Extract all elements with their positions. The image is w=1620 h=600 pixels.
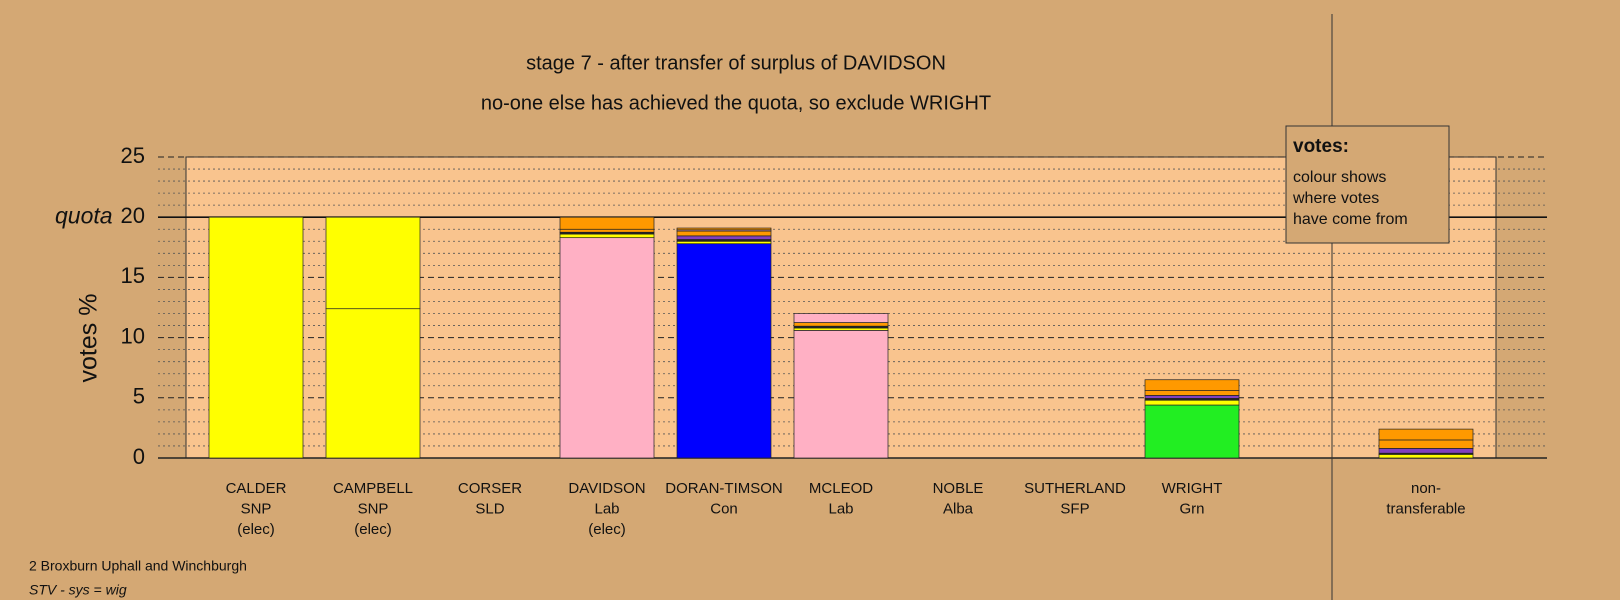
bar-segment xyxy=(676,230,772,237)
bar-segment xyxy=(325,216,421,310)
bar-segment xyxy=(676,227,772,231)
bar-segment xyxy=(208,216,304,459)
x-tick-label: CALDER xyxy=(226,480,287,497)
legend-box: votes: colour shows where votes have com… xyxy=(1285,125,1450,244)
footer-text: STV - sys = wig xyxy=(29,582,127,598)
bar-segment xyxy=(676,240,772,245)
x-tick-label: non- xyxy=(1411,480,1441,497)
x-tick-label: transferable xyxy=(1386,500,1465,517)
quota-label: quota xyxy=(55,202,113,228)
bar-segment xyxy=(676,235,772,240)
bar-segment xyxy=(1144,395,1240,399)
x-tick-label: NOBLE xyxy=(933,480,984,497)
x-tick-label: SFP xyxy=(1060,500,1089,517)
chart-subtitle: no-one else has achieved the quota, so e… xyxy=(481,92,991,114)
x-tick-label: (elec) xyxy=(354,521,392,538)
bars xyxy=(208,216,1474,459)
footer-text: 2 Broxburn Uphall and Winchburgh xyxy=(29,558,247,574)
x-tick-label: DAVIDSON xyxy=(568,480,645,497)
y-tick-label: 10 xyxy=(121,323,145,348)
y-tick-label: 25 xyxy=(121,143,145,168)
bar-segment xyxy=(793,322,889,327)
x-tick-label: Con xyxy=(710,500,738,517)
x-tick-label: SNP xyxy=(358,500,389,517)
x-tick-label: Alba xyxy=(943,500,974,517)
bar-segment xyxy=(1378,428,1474,441)
bar-segment xyxy=(1144,399,1240,406)
bar-segment xyxy=(1378,439,1474,449)
x-tick-label: CAMPBELL xyxy=(333,480,413,497)
bar-segment xyxy=(1144,404,1240,459)
x-tick-label: (elec) xyxy=(237,521,275,538)
bar-segment xyxy=(1378,454,1474,459)
chart-title: stage 7 - after transfer of surplus of D… xyxy=(526,52,946,74)
y-axis-label: votes % xyxy=(75,294,103,383)
y-tick-label: 20 xyxy=(121,203,145,228)
legend-text: colour shows xyxy=(1293,169,1386,186)
x-tick-label: SNP xyxy=(241,500,272,517)
x-tick-label: WRIGHT xyxy=(1162,480,1223,497)
x-tick-label: SUTHERLAND xyxy=(1024,480,1126,497)
bar-segment xyxy=(793,327,889,331)
x-tick-label: MCLEOD xyxy=(809,480,873,497)
legend-text: have come from xyxy=(1293,211,1408,228)
x-tick-label: Lab xyxy=(828,500,853,517)
legend-frame xyxy=(1285,125,1450,244)
bar-segment xyxy=(676,243,772,459)
x-tick-label: DORAN-TIMSON xyxy=(665,480,783,497)
legend-text: where votes xyxy=(1292,190,1379,207)
bar-segment xyxy=(559,216,655,230)
x-tick-label: Lab xyxy=(594,500,619,517)
legend-title: votes: xyxy=(1293,136,1349,157)
y-tick-label: 0 xyxy=(133,444,145,469)
x-tick-label: CORSER xyxy=(458,480,522,497)
bar-segment xyxy=(559,237,655,459)
bar-segment xyxy=(559,228,655,233)
bar-segment xyxy=(1144,390,1240,396)
bar-segment xyxy=(325,308,421,459)
y-tick-label: 5 xyxy=(133,384,145,409)
bar-segment xyxy=(1378,448,1474,454)
y-tick-label: 15 xyxy=(121,263,145,288)
bar-segment xyxy=(793,313,889,323)
x-tick-label: Grn xyxy=(1179,500,1204,517)
bar-segment xyxy=(793,330,889,459)
bar-segment xyxy=(559,233,655,239)
x-tick-label: (elec) xyxy=(588,521,626,538)
bar-segment xyxy=(1144,379,1240,391)
x-tick-label: SLD xyxy=(475,500,504,517)
